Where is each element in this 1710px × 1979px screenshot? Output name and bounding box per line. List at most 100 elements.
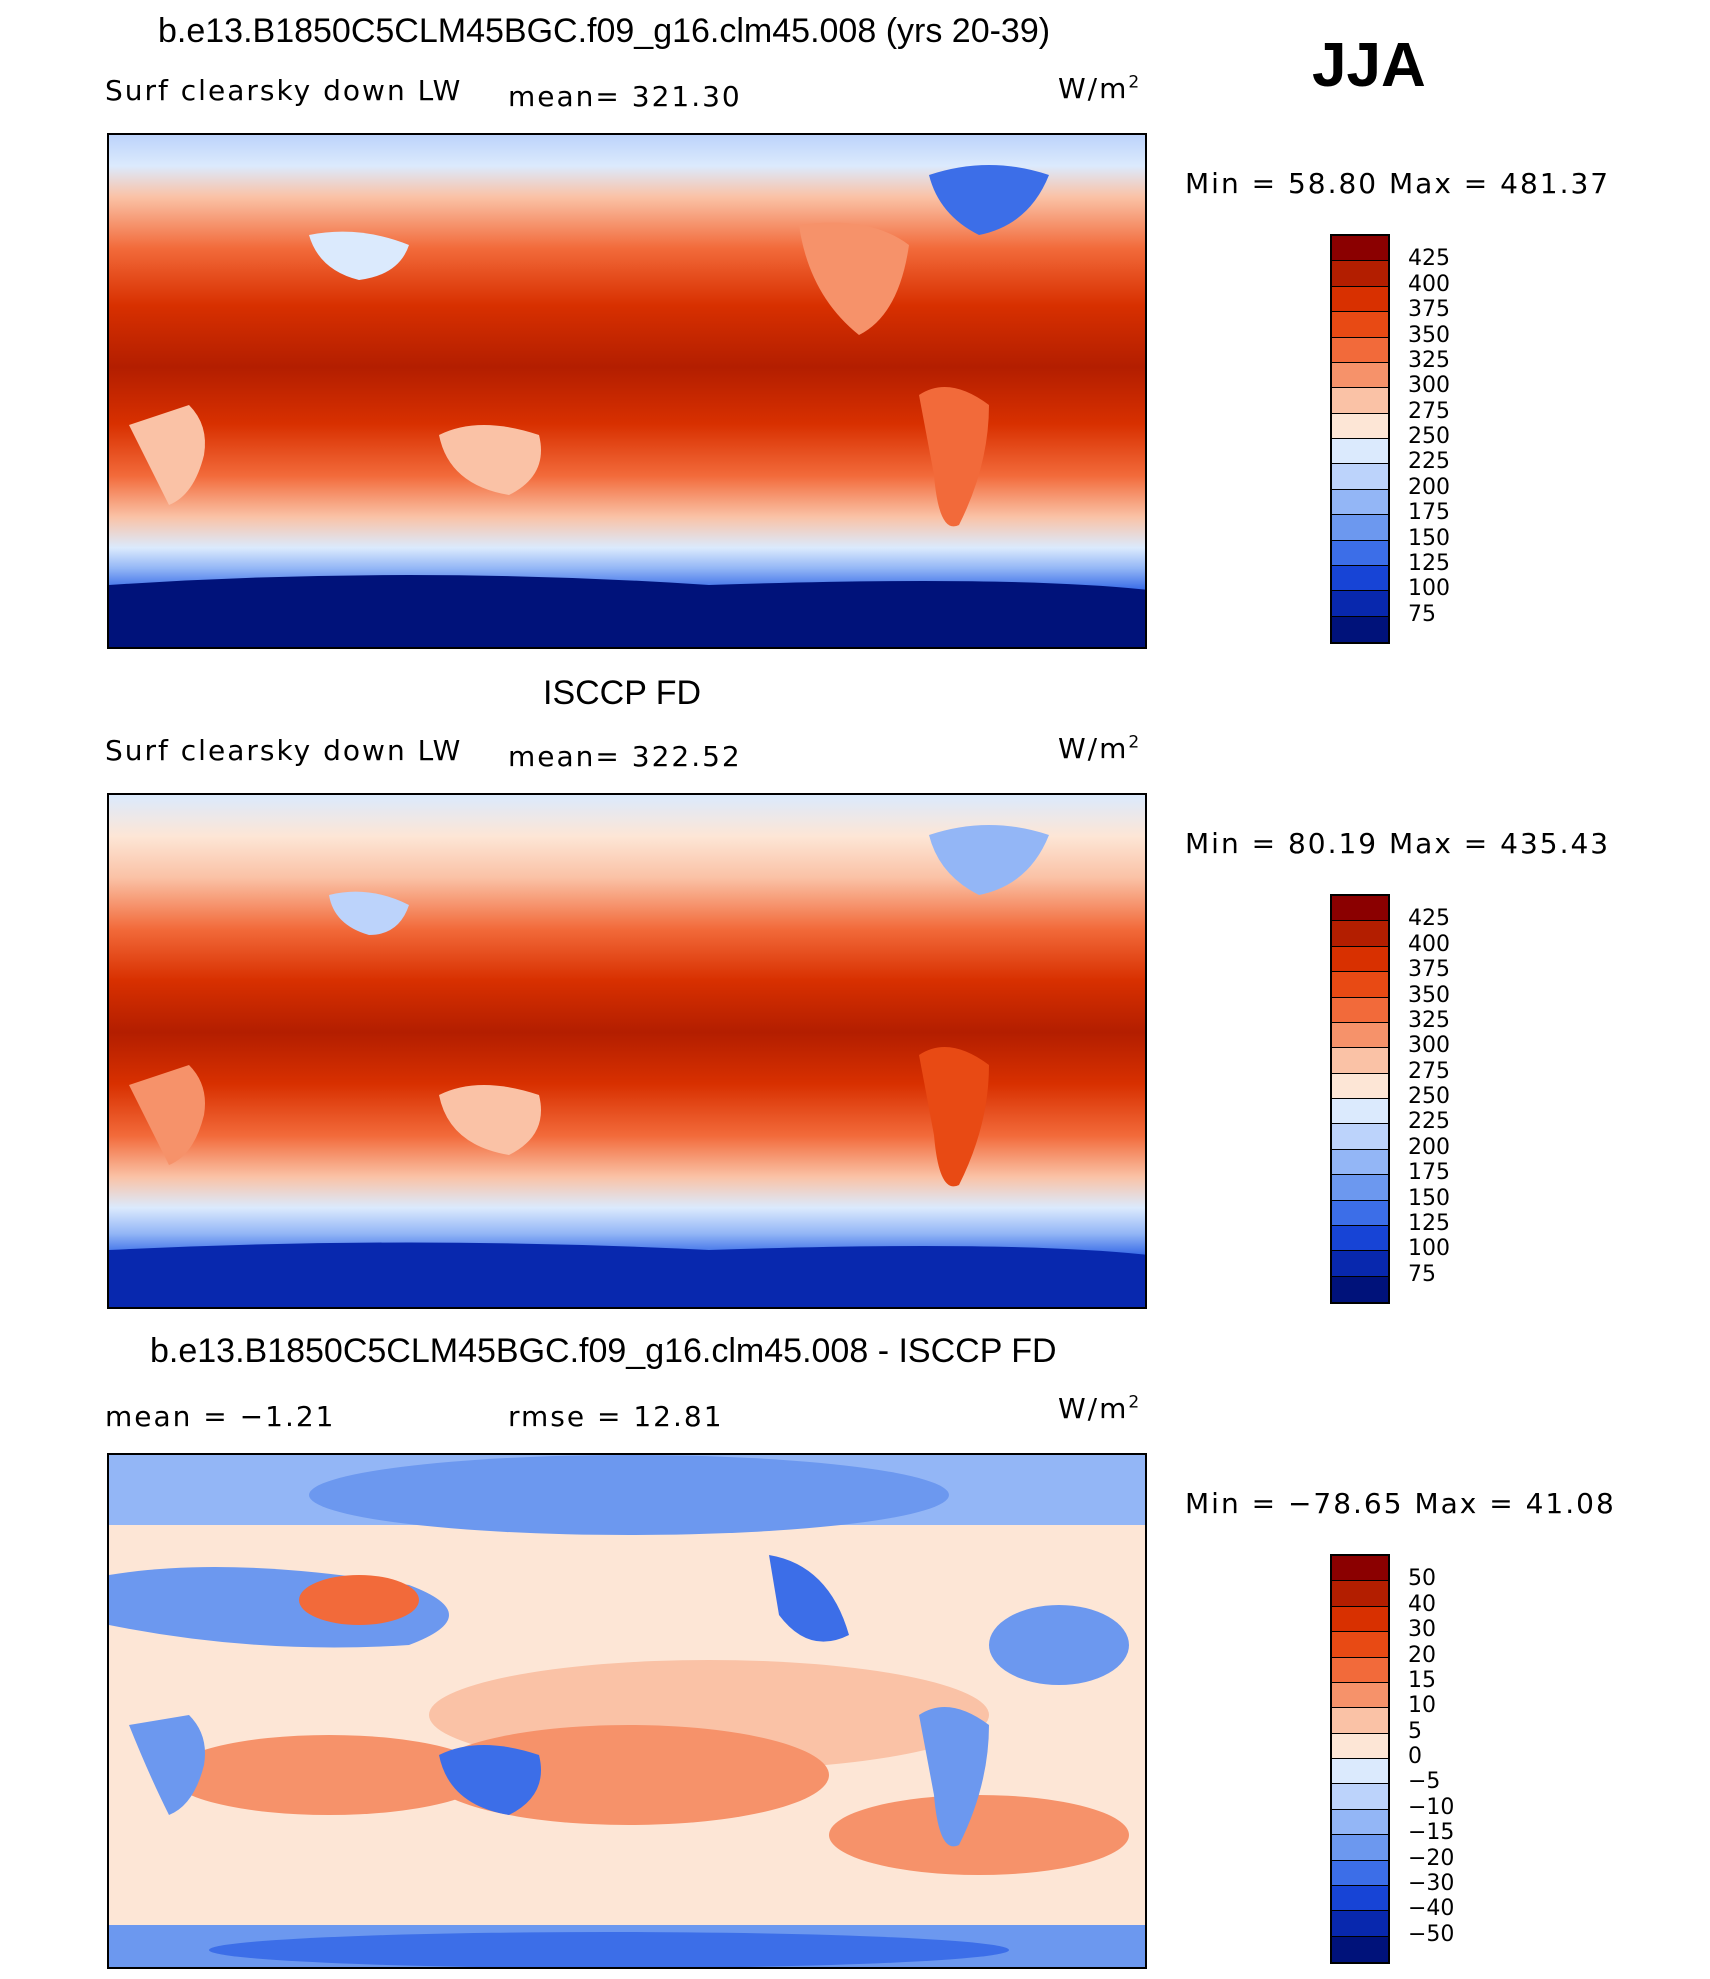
- colorbar-level-label: 225: [1408, 1109, 1450, 1135]
- colorbar-level-label: 375: [1408, 297, 1450, 323]
- colorbar-swatch: [1332, 997, 1388, 1023]
- south-america-land: [919, 387, 989, 527]
- colorbar-level-label: −5: [1408, 1769, 1441, 1795]
- colorbar-level-label: 125: [1408, 1210, 1450, 1236]
- colorbar-swatch: [1332, 896, 1388, 922]
- panel3-map: [107, 1453, 1147, 1969]
- panel3-colorbar: [1330, 1554, 1390, 1964]
- colorbar-swatch: [1332, 388, 1388, 414]
- colorbar-swatch: [1332, 1911, 1388, 1937]
- colorbar-swatch: [1332, 1809, 1388, 1836]
- colorbar-swatch: [1332, 1073, 1388, 1099]
- colorbar-level-label: 100: [1408, 1236, 1450, 1262]
- colorbar-level-label: 150: [1408, 1185, 1450, 1211]
- colorbar-level-label: 30: [1408, 1617, 1436, 1643]
- colorbar-level-label: 15: [1408, 1667, 1436, 1693]
- panel1-variable: Surf clearsky down LW: [105, 74, 463, 107]
- colorbar-swatch: [1332, 1759, 1388, 1785]
- colorbar-level-label: 350: [1408, 322, 1450, 348]
- colorbar-level-label: 40: [1408, 1591, 1436, 1617]
- colorbar-swatch: [1332, 1733, 1388, 1759]
- panel1-colorbar: [1330, 234, 1390, 644]
- colorbar-level-label: 175: [1408, 1160, 1450, 1186]
- colorbar-swatch: [1332, 312, 1388, 338]
- colorbar-swatch: [1332, 1022, 1388, 1049]
- colorbar-swatch: [1332, 540, 1388, 566]
- colorbar-swatch: [1332, 946, 1388, 973]
- colorbar-swatch: [1332, 439, 1388, 465]
- colorbar-level-label: 350: [1408, 982, 1450, 1008]
- panel2-units: W/m2: [1058, 732, 1142, 765]
- colorbar-swatch: [1332, 286, 1388, 313]
- colorbar-level-label: 400: [1408, 271, 1450, 297]
- panel1-mean: mean= 321.30: [508, 80, 742, 113]
- colorbar-swatch: [1332, 1175, 1388, 1201]
- colorbar-level-label: 175: [1408, 500, 1450, 526]
- colorbar-swatch: [1332, 413, 1388, 439]
- colorbar-swatch: [1332, 1708, 1388, 1734]
- colorbar-swatch: [1332, 1149, 1388, 1176]
- colorbar-level-label: 375: [1408, 957, 1450, 983]
- colorbar-swatch: [1332, 1200, 1388, 1226]
- south-america-land: [919, 1047, 989, 1187]
- colorbar-level-label: 0: [1408, 1744, 1422, 1769]
- panel2-map: [107, 793, 1147, 1309]
- colorbar-level-label: 275: [1408, 398, 1450, 424]
- colorbar-level-label: 325: [1408, 1007, 1450, 1033]
- colorbar-swatch: [1332, 1251, 1388, 1277]
- panel2-minmax: Min = 80.19 Max = 435.43: [1185, 827, 1611, 860]
- colorbar-swatch: [1332, 921, 1388, 947]
- colorbar-swatch: [1332, 1581, 1388, 1607]
- panel1-map: [107, 133, 1147, 649]
- colorbar-swatch: [1332, 1936, 1388, 1962]
- colorbar-level-label: −10: [1408, 1794, 1455, 1820]
- colorbar-swatch: [1332, 337, 1388, 363]
- colorbar-level-label: 50: [1408, 1566, 1436, 1592]
- tibet-land: [309, 231, 409, 280]
- colorbar-level-label: 125: [1408, 550, 1450, 576]
- colorbar-level-label: −40: [1408, 1896, 1455, 1922]
- colorbar-level-label: 400: [1408, 931, 1450, 957]
- colorbar-swatch: [1332, 1885, 1388, 1912]
- colorbar-level-label: 10: [1408, 1693, 1436, 1719]
- colorbar-swatch: [1332, 1099, 1388, 1125]
- colorbar-swatch: [1332, 1276, 1388, 1302]
- colorbar-swatch: [1332, 1632, 1388, 1658]
- panel1-title: b.e13.B1850C5CLM45BGC.f09_g16.clm45.008 …: [158, 12, 1051, 50]
- colorbar-level-label: 325: [1408, 347, 1450, 373]
- colorbar-swatch: [1332, 1606, 1388, 1633]
- colorbar-level-label: 75: [1408, 601, 1436, 627]
- panel2-colorbar: [1330, 894, 1390, 1304]
- colorbar-swatch: [1332, 1556, 1388, 1582]
- tibet-land: [329, 891, 409, 935]
- africa-land: [129, 405, 205, 505]
- colorbar-level-label: 300: [1408, 1033, 1450, 1059]
- colorbar-swatch: [1332, 565, 1388, 592]
- colorbar-level-label: 75: [1408, 1261, 1436, 1287]
- greenland-land: [929, 165, 1049, 235]
- colorbar-level-label: 425: [1408, 246, 1450, 272]
- colorbar-level-label: 100: [1408, 576, 1450, 602]
- africa-land: [129, 1065, 205, 1165]
- panel3-title: b.e13.B1850C5CLM45BGC.f09_g16.clm45.008 …: [150, 1332, 1057, 1370]
- colorbar-swatch: [1332, 362, 1388, 389]
- panel2-title: ISCCP FD: [543, 674, 702, 712]
- colorbar-swatch: [1332, 972, 1388, 998]
- colorbar-level-label: 425: [1408, 906, 1450, 932]
- panel3-minmax: Min = −78.65 Max = 41.08: [1185, 1487, 1616, 1520]
- colorbar-level-label: 200: [1408, 474, 1450, 500]
- colorbar-swatch: [1332, 1225, 1388, 1252]
- colorbar-swatch: [1332, 1124, 1388, 1150]
- colorbar-level-label: 20: [1408, 1642, 1436, 1668]
- antarctica-land: [109, 575, 1145, 647]
- panel3-units: W/m2: [1058, 1392, 1142, 1425]
- colorbar-level-label: 225: [1408, 449, 1450, 475]
- colorbar-level-label: 250: [1408, 424, 1450, 449]
- colorbar-level-label: 250: [1408, 1084, 1450, 1109]
- australia-land: [439, 425, 541, 495]
- colorbar-swatch: [1332, 489, 1388, 516]
- colorbar-level-label: −50: [1408, 1921, 1455, 1947]
- colorbar-level-label: 150: [1408, 525, 1450, 551]
- colorbar-swatch: [1332, 1835, 1388, 1861]
- colorbar-swatch: [1332, 1048, 1388, 1074]
